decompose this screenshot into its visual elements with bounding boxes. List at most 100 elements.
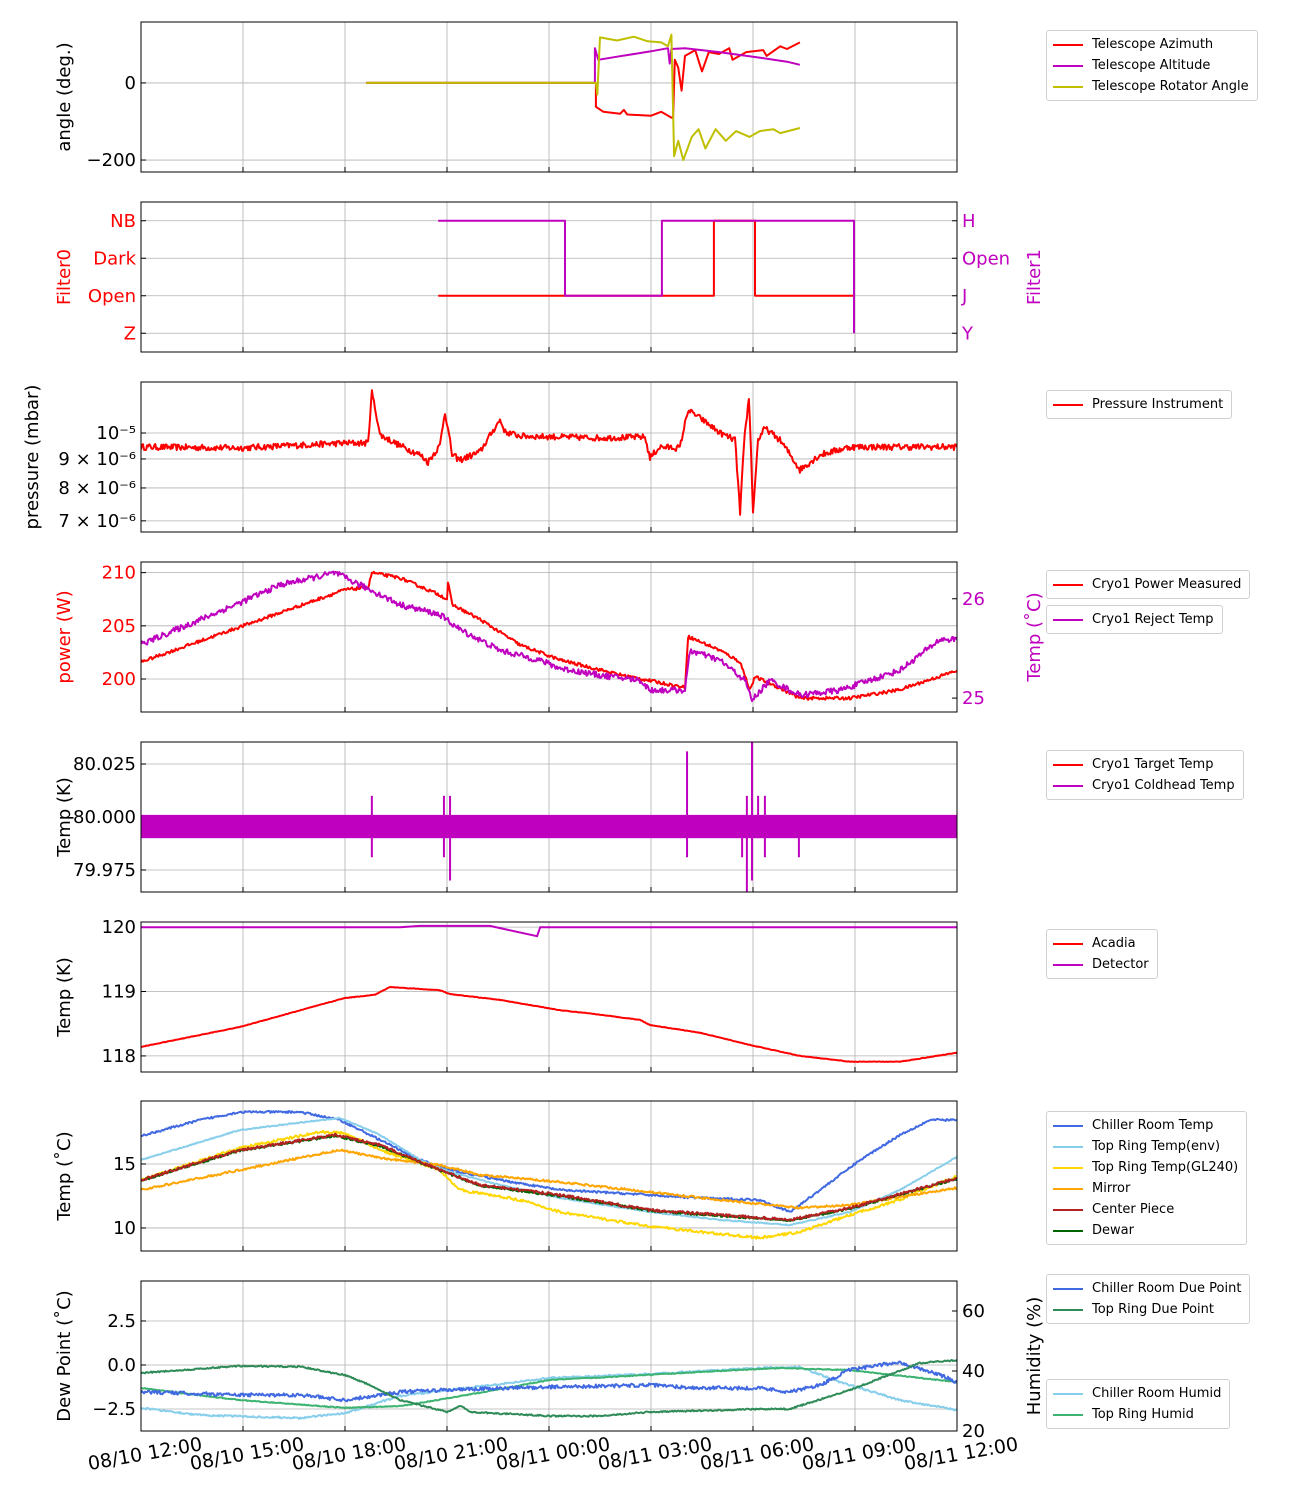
legend-swatch bbox=[1053, 1287, 1083, 1290]
legend-swatch bbox=[1053, 942, 1083, 945]
legend-item: Chiller Room Humid bbox=[1053, 1383, 1221, 1404]
series-telescope-azimuth-line bbox=[366, 41, 801, 119]
legend-label: Chiller Room Humid bbox=[1092, 1386, 1222, 1401]
x-tick-label: 08/11 09:00 bbox=[800, 1433, 918, 1475]
legend-item: Chiller Room Temp bbox=[1053, 1115, 1238, 1136]
legend-label: Mirror bbox=[1092, 1181, 1131, 1196]
legend-label: Acadia bbox=[1092, 936, 1136, 951]
legend-item: Center Piece bbox=[1053, 1199, 1238, 1220]
y-tick-label: 10⁻⁵ bbox=[96, 423, 136, 444]
y-tick-label: 2.5 bbox=[107, 1311, 136, 1332]
y-tick-label: Z bbox=[124, 323, 136, 344]
legend-label: Pressure Instrument bbox=[1092, 397, 1224, 412]
y-tick-label: −2.5 bbox=[92, 1399, 136, 1420]
legend-item: Top Ring Temp(env) bbox=[1053, 1136, 1238, 1157]
y-axis-label: power (W) bbox=[54, 590, 75, 683]
plot-frame bbox=[140, 561, 958, 713]
legend-label: Chiller Room Temp bbox=[1092, 1118, 1214, 1133]
y-tick-label: 10 bbox=[113, 1218, 136, 1239]
plot-frame bbox=[140, 1280, 958, 1432]
legend-swatch bbox=[1053, 763, 1083, 766]
legend-label: Telescope Azimuth bbox=[1092, 37, 1214, 52]
x-tick-label: 08/10 21:00 bbox=[392, 1433, 510, 1475]
series-acadia-line bbox=[141, 986, 957, 1063]
y-axis-label: pressure (mbar) bbox=[22, 385, 43, 530]
panel-7: 15 10 Temp (˚C) bbox=[54, 1100, 958, 1252]
legend-label: Cryo1 Coldhead Temp bbox=[1092, 778, 1235, 793]
series-center-piece-line bbox=[141, 1132, 957, 1222]
legend: Pressure Instrument bbox=[1046, 390, 1233, 419]
series-top-ring-humid-line bbox=[141, 1366, 957, 1410]
series-cryo1-reject-temp-line bbox=[141, 570, 957, 703]
right-y-axis-label: Filter1 bbox=[1024, 249, 1045, 305]
legend-item: Cryo1 Target Temp bbox=[1053, 754, 1235, 775]
legend-swatch bbox=[1053, 1145, 1083, 1148]
y-tick-label: 0 bbox=[125, 73, 136, 94]
right-y-tick-label: 60 bbox=[962, 1301, 985, 1322]
legend-swatch bbox=[1053, 1187, 1083, 1190]
y-tick-label: 205 bbox=[102, 616, 136, 637]
series-filter1-line bbox=[438, 219, 855, 334]
legend-swatch bbox=[1053, 618, 1083, 621]
right-y-tick-label: 20 bbox=[962, 1421, 985, 1442]
legend-swatch bbox=[1053, 784, 1083, 787]
legend-label: Telescope Rotator Angle bbox=[1092, 79, 1249, 94]
legend-label: Top Ring Temp(GL240) bbox=[1092, 1160, 1239, 1175]
y-tick-label: 200 bbox=[102, 669, 136, 690]
series-chiller-room-humid-line bbox=[141, 1365, 957, 1420]
legend: Cryo1 Reject Temp bbox=[1046, 605, 1223, 634]
y-tick-label: 79.975 bbox=[73, 860, 136, 881]
plot-frame bbox=[140, 1100, 958, 1252]
legend-label: Dewar bbox=[1092, 1223, 1134, 1238]
y-tick-label: NB bbox=[110, 211, 136, 232]
legend-item: Pressure Instrument bbox=[1053, 394, 1223, 415]
legend-swatch bbox=[1053, 43, 1083, 46]
x-tick-label: 08/11 03:00 bbox=[596, 1433, 714, 1475]
legend: Chiller Room Due Point Top Ring Due Point bbox=[1046, 1274, 1251, 1324]
legend-item: Telescope Altitude bbox=[1053, 55, 1249, 76]
x-tick-label: 08/10 15:00 bbox=[188, 1433, 306, 1475]
legend-swatch bbox=[1053, 1392, 1083, 1395]
legend-item: Top Ring Temp(GL240) bbox=[1053, 1157, 1238, 1178]
legend-label: Cryo1 Reject Temp bbox=[1092, 612, 1214, 627]
y-tick-label: Open bbox=[88, 286, 136, 307]
legend-item: Cryo1 Reject Temp bbox=[1053, 609, 1214, 630]
right-y-tick-label: J bbox=[961, 286, 967, 307]
y-axis-label: Temp (K) bbox=[54, 777, 75, 858]
legend-swatch bbox=[1053, 1166, 1083, 1169]
legend-swatch bbox=[1053, 1229, 1083, 1232]
legend: Cryo1 Target Temp Cryo1 Coldhead Temp bbox=[1046, 750, 1244, 800]
x-tick-label: 08/11 06:00 bbox=[698, 1433, 816, 1475]
right-y-tick-label: Y bbox=[961, 323, 974, 344]
legend-label: Telescope Altitude bbox=[1092, 58, 1211, 73]
plot-frame bbox=[140, 201, 958, 353]
y-axis-label: Filter0 bbox=[54, 249, 75, 305]
panel-6: 120 119 118 Temp (K) bbox=[54, 917, 958, 1073]
legend-label: Cryo1 Power Measured bbox=[1092, 577, 1242, 592]
series-top-ring-temp-env--line bbox=[141, 1116, 957, 1227]
y-tick-label: 119 bbox=[102, 982, 136, 1003]
legend: Chiller Room Humid Top Ring Humid bbox=[1046, 1379, 1231, 1429]
series-telescope-altitude-line bbox=[366, 47, 801, 84]
legend-swatch bbox=[1053, 64, 1083, 67]
right-y-axis-label: Temp (˚C) bbox=[1024, 592, 1045, 682]
legend-swatch bbox=[1053, 963, 1083, 966]
legend-label: Top Ring Temp(env) bbox=[1092, 1139, 1221, 1154]
series-chiller-room-due-point-line bbox=[141, 1360, 957, 1403]
legend-swatch bbox=[1053, 1308, 1083, 1311]
series-cryo1-power-measured-line bbox=[141, 570, 957, 701]
right-y-tick-label: 26 bbox=[962, 589, 985, 610]
legend-label: Chiller Room Due Point bbox=[1092, 1281, 1242, 1296]
legend-item: Top Ring Humid bbox=[1053, 1404, 1221, 1425]
series-pressure-instrument-line bbox=[141, 389, 957, 516]
legend: Chiller Room Temp Top Ring Temp(env) Top R… bbox=[1046, 1111, 1248, 1245]
legend: Acadia Detector bbox=[1046, 929, 1158, 979]
series-detector-line bbox=[141, 924, 957, 938]
panel-8: 2.5 0.0 −2.5 Dew Point (˚C) 60 40 20 Humidity (… bbox=[54, 1280, 1045, 1442]
legend-item: Detector bbox=[1053, 954, 1149, 975]
y-tick-label: 210 bbox=[102, 563, 136, 584]
legend-item: Cryo1 Power Measured bbox=[1053, 574, 1241, 595]
y-tick-label: 80.025 bbox=[73, 754, 136, 775]
right-y-tick-label: 25 bbox=[962, 688, 985, 709]
